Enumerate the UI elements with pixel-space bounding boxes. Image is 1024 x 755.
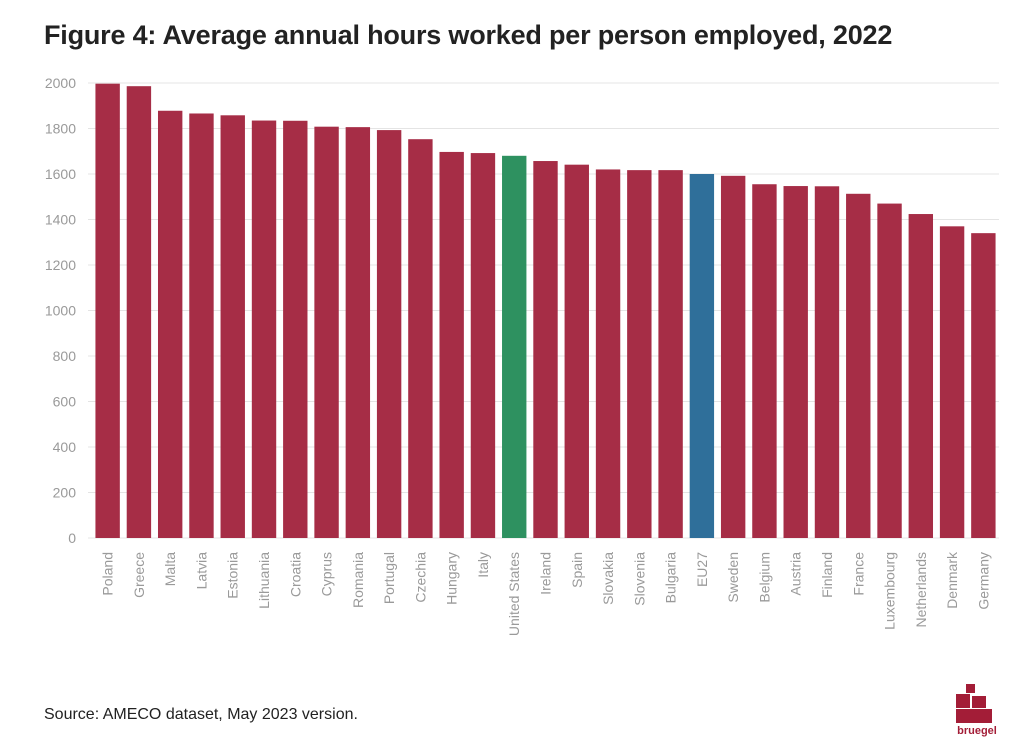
x-tick-label: Croatia xyxy=(287,552,303,597)
x-tick-label: Italy xyxy=(475,552,491,578)
bruegel-logo-icon xyxy=(956,684,992,723)
bar-finland xyxy=(814,186,840,538)
x-tick-label: Cyprus xyxy=(319,552,335,596)
bar-denmark xyxy=(939,226,965,538)
y-axis-ticks: 0 200 400 600 800 1000 1200 1400 1600 1800 2000 xyxy=(45,75,76,546)
x-tick-label: Poland xyxy=(100,552,116,596)
y-tick-label: 1600 xyxy=(45,166,76,182)
bar-cyprus xyxy=(314,126,339,539)
x-axis-labels: Poland Greece Malta Latvia Estonia Lithuania C… xyxy=(100,551,992,636)
x-tick-label: France xyxy=(850,552,866,596)
x-tick-label: Hungary xyxy=(444,552,460,605)
bar-bulgaria xyxy=(658,170,683,538)
bar-netherlands xyxy=(908,214,934,539)
bar-malta xyxy=(157,110,183,538)
bar-slovakia xyxy=(595,169,621,538)
x-tick-label: United States xyxy=(506,552,522,636)
bar-czechia xyxy=(408,139,433,538)
bar-eu27 xyxy=(689,174,715,538)
x-tick-label: Greece xyxy=(131,552,147,598)
x-tick-label: Spain xyxy=(569,552,585,588)
bar-lithuania xyxy=(251,120,277,538)
chart-title: Figure 4: Average annual hours worked pe… xyxy=(44,20,893,50)
x-tick-label: Czechia xyxy=(412,552,428,603)
y-tick-label: 1400 xyxy=(45,212,76,228)
bar-sweden xyxy=(720,175,746,538)
x-tick-label: EU27 xyxy=(694,552,710,587)
y-tick-label: 1200 xyxy=(45,257,76,273)
bar-slovenia xyxy=(627,170,652,538)
bar-spain xyxy=(564,164,589,539)
bar-belgium xyxy=(752,184,777,539)
x-tick-label: Slovakia xyxy=(600,552,616,605)
x-tick-label: Malta xyxy=(162,552,178,586)
x-tick-label: Netherlands xyxy=(913,552,929,628)
x-tick-label: Estonia xyxy=(225,552,241,599)
x-tick-label: Denmark xyxy=(944,551,960,609)
bar-italy xyxy=(470,153,496,538)
y-tick-label: 1000 xyxy=(45,303,76,319)
bar-chart: 0 200 400 600 800 1000 1200 1400 1600 1800 2000 Po… xyxy=(45,75,999,636)
bar-austria xyxy=(783,186,808,538)
x-tick-label: Ireland xyxy=(538,552,554,595)
bar-ireland xyxy=(533,161,558,538)
x-tick-label: Germany xyxy=(975,552,991,610)
y-tick-label: 800 xyxy=(53,348,77,364)
y-tick-label: 1800 xyxy=(45,121,76,137)
x-tick-label: Belgium xyxy=(756,552,772,603)
bar-luxembourg xyxy=(877,203,902,538)
bar-france xyxy=(846,193,871,539)
y-tick-label: 0 xyxy=(68,530,76,546)
x-tick-label: Sweden xyxy=(725,552,741,603)
x-tick-label: Latvia xyxy=(193,552,209,590)
bar-greece xyxy=(126,86,152,538)
bar-united-states xyxy=(502,155,527,539)
x-tick-label: Romania xyxy=(350,552,366,608)
x-tick-label: Lithuania xyxy=(256,552,272,609)
x-tick-label: Finland xyxy=(819,552,835,598)
x-tick-label: Slovenia xyxy=(631,552,647,606)
x-tick-label: Bulgaria xyxy=(663,552,679,604)
logo-text: bruegel xyxy=(957,725,997,737)
x-tick-label: Austria xyxy=(788,552,804,596)
bar-portugal xyxy=(376,130,402,538)
bar-estonia xyxy=(220,115,245,539)
y-tick-label: 600 xyxy=(53,394,77,410)
bar-germany xyxy=(971,233,996,538)
bar-poland xyxy=(95,83,120,539)
y-tick-label: 400 xyxy=(53,439,77,455)
bar-hungary xyxy=(439,151,464,538)
bar-croatia xyxy=(283,120,308,538)
y-tick-label: 2000 xyxy=(45,75,76,91)
source-note: Source: AMECO dataset, May 2023 version. xyxy=(44,706,358,723)
bar-latvia xyxy=(189,113,214,539)
bar-romania xyxy=(345,127,371,538)
x-tick-label: Portugal xyxy=(381,552,397,604)
bars xyxy=(95,83,996,539)
y-tick-label: 200 xyxy=(53,485,77,501)
x-tick-label: Luxembourg xyxy=(882,552,898,630)
